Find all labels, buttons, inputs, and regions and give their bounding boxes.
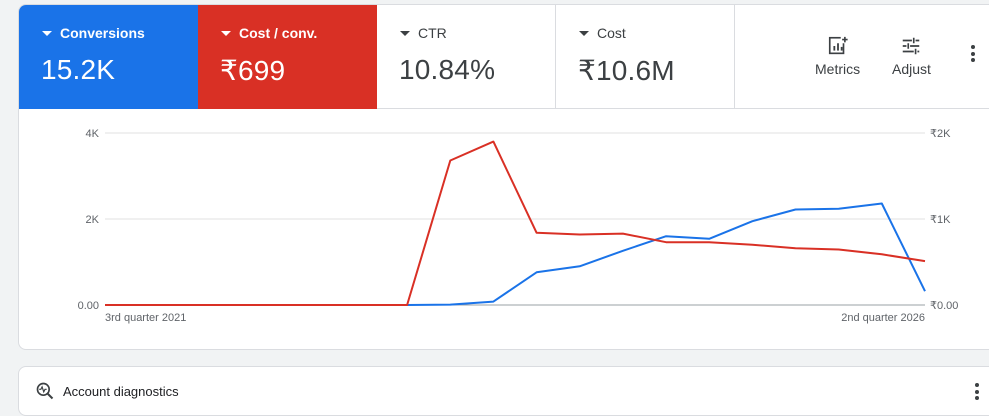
scorecard-cost[interactable]: Cost ₹10.6M — [556, 5, 735, 109]
series-line-1 — [105, 140, 926, 306]
scorecard-value: ₹10.6M — [578, 55, 675, 86]
scorecard-label: CTR — [418, 25, 447, 41]
dropdown-caret-icon[interactable] — [221, 30, 231, 36]
diagnostics-search-icon — [36, 382, 54, 400]
scorecard-value: 10.84% — [399, 54, 496, 85]
chart-series — [105, 140, 926, 306]
dropdown-caret-icon[interactable] — [400, 30, 410, 36]
adjust-label: Adjust — [892, 61, 931, 77]
scorecard-label: Cost — [597, 25, 626, 41]
right-tick-label: ₹0.00 — [930, 300, 958, 312]
left-tick-label: 2K — [86, 214, 100, 226]
line-chart: 4K ₹2K 2K ₹1K 0.00 ₹0.00 3rd quarter 2021 2nd q… — [78, 128, 959, 324]
scorecard-label: Cost / conv. — [239, 25, 318, 41]
performance-chart: 4K ₹2K 2K ₹1K 0.00 ₹0.00 3rd quarter 2021 2nd q… — [19, 109, 989, 349]
performance-card: Conversions 15.2K Cost / conv. ₹699 CTR … — [18, 4, 989, 350]
left-tick-label: 4K — [86, 128, 100, 140]
account-diagnostics-card[interactable]: Account diagnostics — [18, 366, 989, 416]
tune-icon — [903, 37, 920, 55]
dropdown-caret-icon[interactable] — [579, 30, 589, 36]
scorecard-conversions[interactable]: Conversions 15.2K — [19, 5, 198, 109]
dropdown-caret-icon[interactable] — [42, 30, 52, 36]
chart-grid — [105, 132, 925, 306]
scorecard-cost-per-conv[interactable]: Cost / conv. ₹699 — [198, 5, 377, 109]
right-tick-label: ₹1K — [930, 214, 951, 226]
metrics-label: Metrics — [815, 61, 861, 77]
metrics-button[interactable]: Metrics — [815, 35, 860, 77]
scorecard-value: 15.2K — [41, 54, 116, 85]
more-vert-icon[interactable] — [975, 383, 979, 403]
more-vert-icon[interactable] — [971, 45, 975, 65]
adjust-button[interactable]: Adjust — [892, 35, 931, 77]
right-tick-label: ₹2K — [930, 128, 951, 140]
x-end-label: 2nd quarter 2026 — [841, 312, 925, 324]
chart-labels: 4K ₹2K 2K ₹1K 0.00 ₹0.00 3rd quarter 2021 2nd q… — [78, 128, 959, 324]
scorecard-row: Conversions 15.2K Cost / conv. ₹699 CTR … — [19, 5, 989, 109]
scorecard-label: Conversions — [60, 25, 145, 41]
scorecard-value: ₹699 — [220, 55, 286, 86]
metrics-icon — [828, 35, 849, 55]
scorecard-ctr[interactable]: CTR 10.84% — [377, 5, 556, 109]
left-tick-label: 0.00 — [78, 300, 99, 312]
diagnostics-title: Account diagnostics — [63, 384, 179, 399]
x-start-label: 3rd quarter 2021 — [105, 312, 186, 324]
